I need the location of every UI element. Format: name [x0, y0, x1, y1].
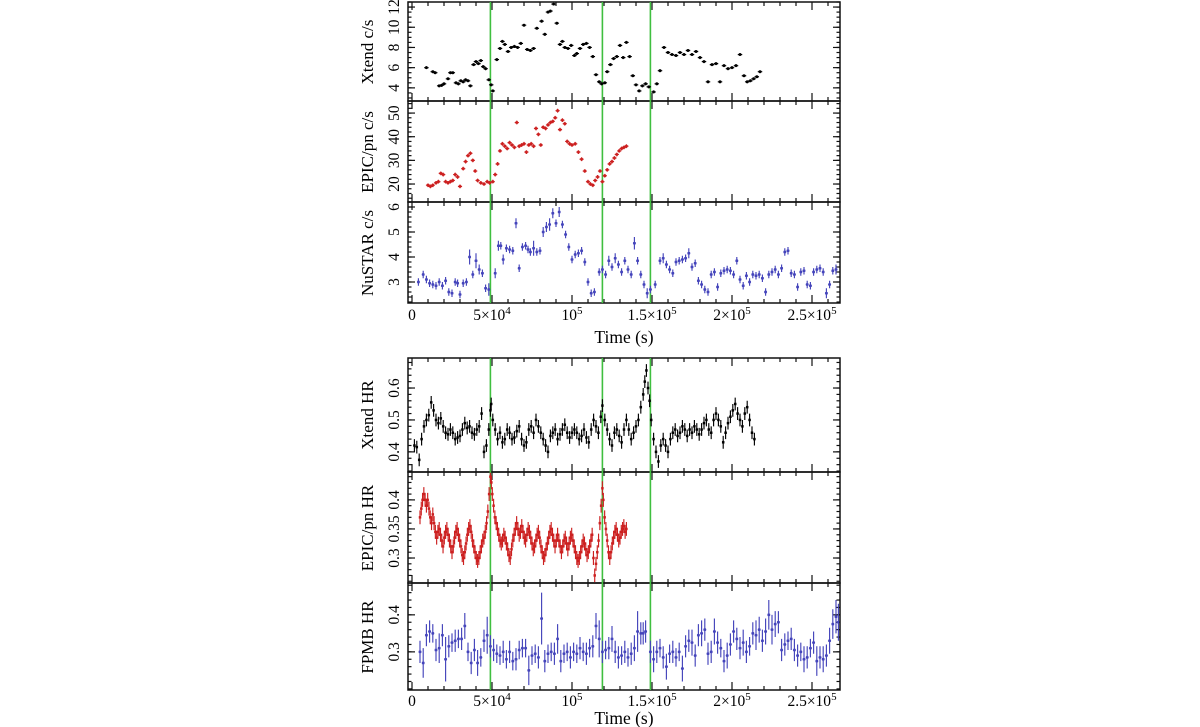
x-tick-label: 1.5×105: [627, 305, 677, 324]
panel-fpmb-hr: 0.3 0.4: [386, 582, 841, 691]
y-tick-label: 3: [386, 278, 403, 286]
tick-marks: [408, 101, 840, 202]
y-tick-label: 10: [386, 19, 403, 35]
y-tick-label: 6: [386, 64, 403, 72]
x-tick-label: 5×104: [473, 691, 511, 710]
x-tick-label: 5×104: [473, 305, 511, 324]
y-tick-label: 0.4: [386, 605, 403, 625]
panel-frame: [407, 357, 841, 473]
y-tick-label: 0.4: [386, 490, 403, 510]
data-series-nustar: [416, 207, 838, 299]
tick-marks: [408, 1, 840, 101]
y-tick-label: 30: [386, 152, 403, 168]
y-tick-label: 12: [386, 0, 403, 15]
y-tick-label: 6: [386, 203, 403, 211]
tick-marks: [408, 201, 840, 303]
y-tick-label: 0.5: [386, 410, 403, 430]
axis-title-time-bottom: Time (s): [594, 708, 654, 727]
panel-epic-pn-hr: 0.3 0.35 0.4: [386, 471, 841, 584]
y-tick-label: 0.3: [386, 548, 403, 568]
tick-marks: [408, 358, 840, 472]
x-tick-label: 2×105: [713, 305, 751, 324]
data-series-epic-pn-hr: [418, 472, 628, 583]
panel-frame: [407, 100, 841, 203]
y-tick-label: 0.3: [386, 642, 403, 662]
panel-xtend: 4 6 8 10 12: [386, 0, 841, 102]
x-tick-label: 105: [562, 305, 584, 324]
x-tick-label: 1.5×105: [627, 691, 677, 710]
panel-xtend-hr: 0.4 0.5 0.6: [386, 357, 841, 473]
axis-title-nustar-cs: NuSTAR c/s: [358, 210, 377, 297]
y-tick-label: 5: [386, 228, 403, 236]
x-tick-label: 2.5×105: [787, 305, 837, 324]
x-tick-label: 2×105: [713, 691, 751, 710]
panel-nustar: 3 4 5 6: [386, 201, 841, 304]
y-tick-label: 0.6: [386, 378, 403, 398]
figure-count-rate-lightcurves: 4 6 8 10 12 20 30 40 50 3 4 5 6 0 5×104 105 1.5×105 2×105…: [386, 0, 841, 324]
axis-title-fpmb-hr: FPMB HR: [358, 600, 377, 674]
y-tick-label: 8: [386, 43, 403, 51]
y-tick-label: 0.4: [386, 442, 403, 462]
y-tick-label: 20: [386, 176, 403, 192]
data-series-fpmb-hr: [418, 592, 840, 686]
y-tick-label: 4: [386, 84, 403, 92]
panel-frame: [407, 1, 841, 102]
figure-hardness-ratio-lightcurves: 0.40.50.60.30.350.40.30.40 5×104 105 1.5×10…: [386, 357, 841, 710]
x-tick-label: 0: [408, 693, 416, 710]
y-tick-label: 50: [386, 105, 403, 121]
tick-marks: [408, 583, 840, 690]
data-series-epic-pn: [425, 108, 629, 189]
y-tick-label: 0.35: [386, 515, 403, 542]
y-tick-label: 4: [386, 253, 403, 261]
panel-frame: [407, 201, 841, 304]
axis-title-time-top: Time (s): [594, 327, 654, 347]
x-tick-label: 2.5×105: [787, 691, 837, 710]
panel-epic-pn: 20 30 40 50: [386, 100, 841, 203]
x-tick-label: 0: [408, 307, 416, 324]
data-series-xtend: [424, 2, 763, 94]
data-series-xtend-hr: [413, 364, 756, 468]
y-tick-label: 40: [386, 129, 403, 145]
